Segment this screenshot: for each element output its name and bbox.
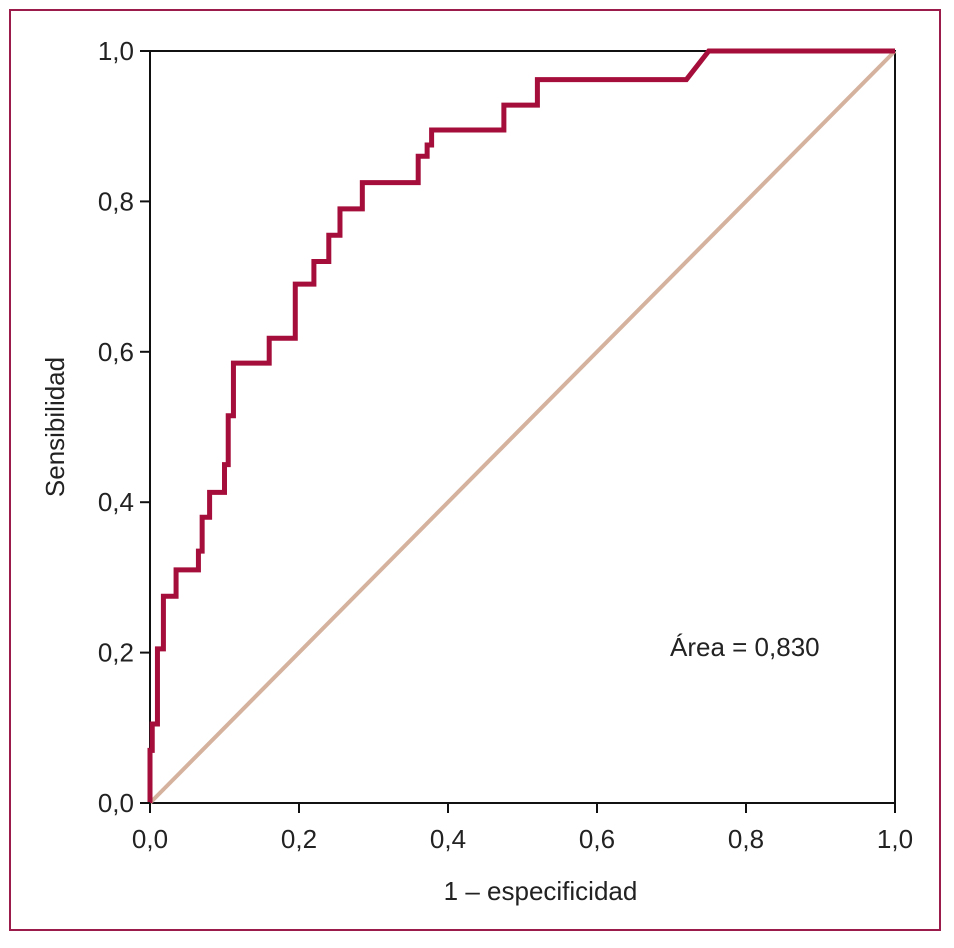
series-layer	[147, 48, 897, 805]
tick-layer: 0,0 0,2 0,4 0,6 0,8 1,0 0,0 0,2 0,4 0,6 0,8 1,0	[98, 36, 913, 854]
roc-curve	[147, 48, 895, 803]
y-tick-label: 0,0	[98, 788, 134, 818]
x-tick-label: 1,0	[877, 824, 913, 854]
x-axis-title: 1 – especificidad	[444, 876, 638, 906]
y-axis-title: Sensibilidad	[40, 357, 70, 497]
plot-area-border	[149, 50, 896, 804]
area-annotation: Área = 0,830	[670, 632, 820, 662]
x-tick-label: 0,2	[281, 824, 317, 854]
plot-axes	[149, 50, 896, 804]
figure-frame	[9, 9, 941, 931]
y-tick-label: 0,6	[98, 337, 134, 367]
y-tick-label: 0,4	[98, 487, 134, 517]
y-tick-label: 0,2	[98, 638, 134, 668]
reference-line	[148, 49, 897, 805]
x-tick-label: 0,0	[132, 824, 168, 854]
x-tick-label: 0,4	[430, 824, 466, 854]
y-tick-label: 0,8	[98, 186, 134, 216]
x-tick-label: 0,8	[728, 824, 764, 854]
x-tick-label: 0,6	[579, 824, 615, 854]
y-tick-label: 1,0	[98, 36, 134, 66]
